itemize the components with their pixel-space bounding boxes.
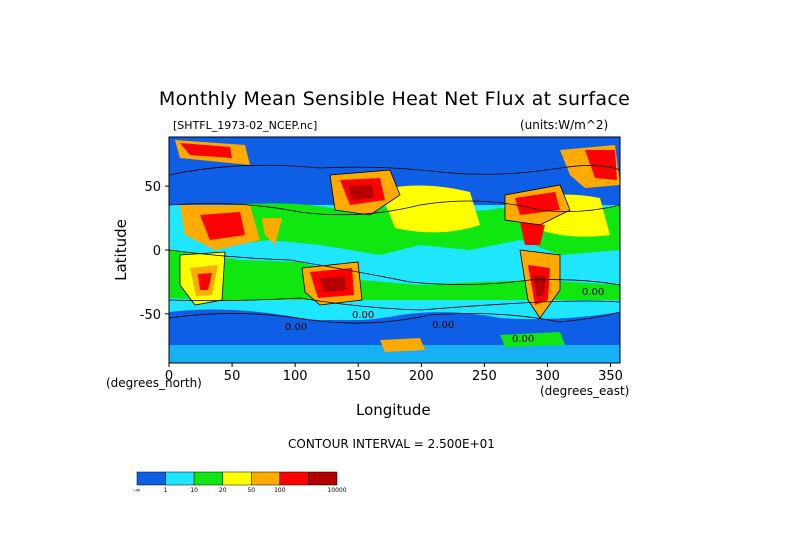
contour-label-group: 0.00 0.00 0.00 0.00 0.00 — [285, 287, 604, 345]
colorbar-label: 1 — [163, 487, 168, 494]
x-axis-label: Longitude — [356, 401, 431, 419]
colorbar-label: 100 — [274, 487, 286, 494]
contour-label: 0.00 — [352, 310, 374, 321]
y-tick-label: 50 — [144, 180, 161, 195]
y-tick-group: 50 0 -50 — [140, 180, 169, 323]
colorbar-swatch — [251, 471, 281, 486]
x-tick-label: 300 — [535, 369, 560, 384]
colorbar-label: 50 — [247, 487, 256, 494]
x-tick-label: 200 — [409, 369, 434, 384]
contour-label: 0.00 — [582, 287, 604, 298]
y-axis-label: Latitude — [112, 219, 130, 281]
contour-label: 0.00 — [512, 334, 534, 345]
contour-label: 0.00 — [285, 322, 307, 333]
x-tick-label: 350 — [598, 369, 623, 384]
x-tick-label: 250 — [472, 369, 497, 384]
units-label: (units:W/m^2) — [520, 118, 609, 132]
heatmap-field — [169, 137, 620, 363]
region-green-south — [169, 250, 620, 310]
colorbar-swatch — [193, 471, 223, 486]
x-unit-label: (degrees_east) — [540, 384, 630, 398]
region-northern-cold — [169, 137, 620, 205]
colorbar-swatch — [279, 471, 309, 486]
colorbar-label: -∞ — [133, 487, 141, 494]
y-tick-label: 0 — [153, 244, 161, 259]
chart-title: Monthly Mean Sensible Heat Net Flux at s… — [158, 88, 631, 110]
region-yellow-north — [380, 185, 480, 233]
y-tick-label: -50 — [140, 308, 161, 323]
x-tick-group: 0 50 100 150 200 250 300 350 — [165, 363, 623, 384]
colorbar-swatch — [136, 471, 166, 486]
y-unit-label: (degrees_north) — [106, 376, 202, 390]
colorbar-swatch — [308, 471, 338, 486]
colorbar-swatch — [222, 471, 252, 486]
colorbar-label: 20 — [218, 487, 227, 494]
colorbar-swatch — [165, 471, 195, 486]
file-label: [SHTFL_1973-02_NCEP.nc] — [173, 119, 318, 132]
colorbar — [136, 471, 338, 486]
x-tick-label: 50 — [224, 369, 241, 384]
x-tick-label: 100 — [283, 369, 308, 384]
x-tick-label: 0 — [165, 369, 173, 384]
contour-lines — [169, 164, 620, 324]
colorbar-label: 10 — [190, 487, 198, 494]
colorbar-label: 10000 — [327, 487, 347, 494]
x-tick-label: 150 — [346, 369, 371, 384]
contour-interval: CONTOUR INTERVAL = 2.500E+01 — [288, 437, 495, 451]
contour-label: 0.00 — [432, 320, 454, 331]
